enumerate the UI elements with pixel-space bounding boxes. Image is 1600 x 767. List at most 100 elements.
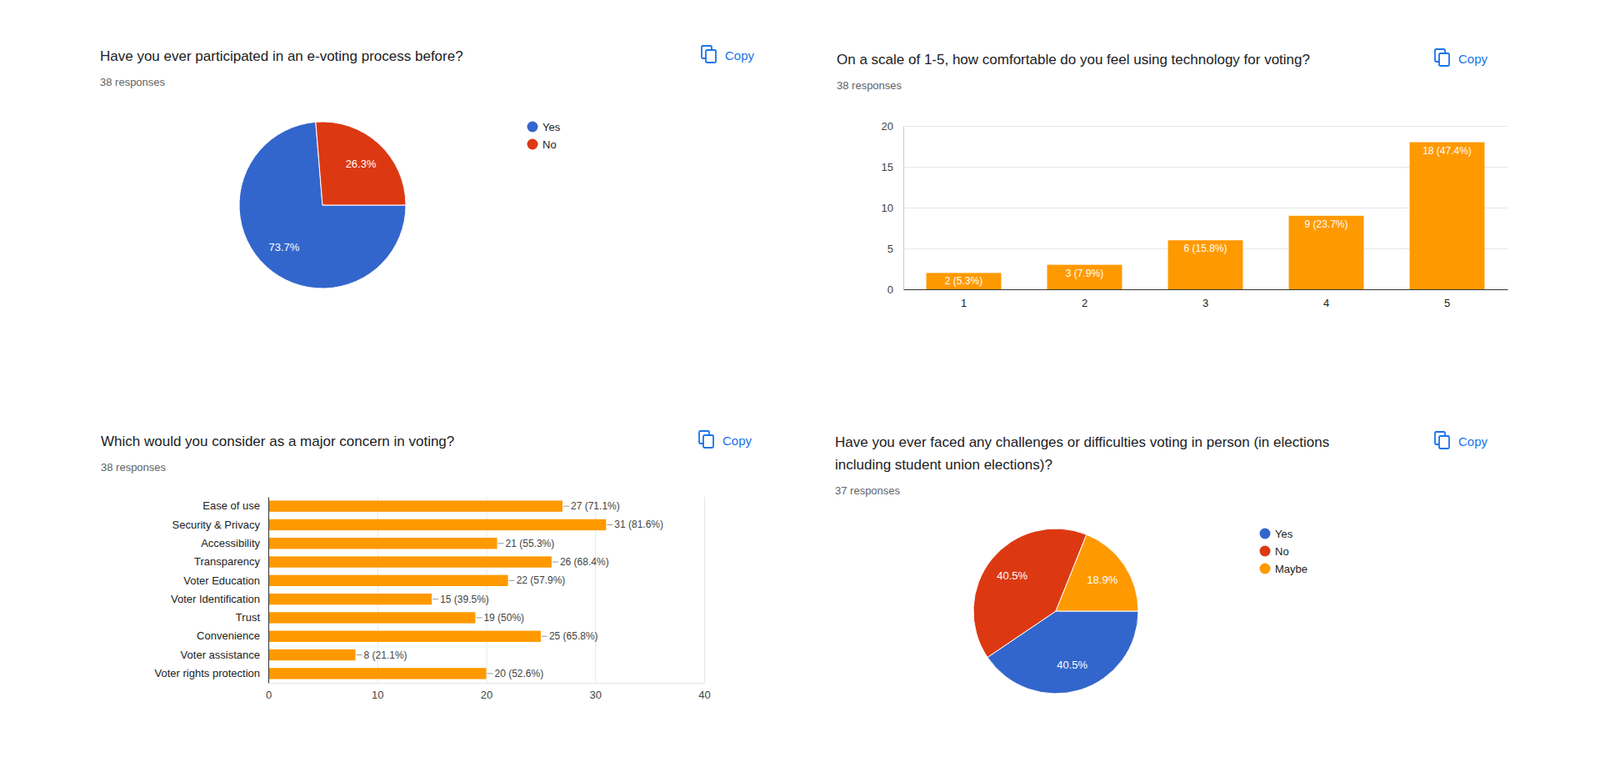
bar: [268, 500, 563, 511]
tick: Voter Education: [183, 574, 260, 587]
legend-label: No: [542, 138, 557, 151]
tick-label: 30: [590, 688, 602, 701]
copy-button[interactable]: Copy: [699, 430, 753, 448]
legend-label: Yes: [542, 120, 561, 134]
leader-line: [606, 524, 613, 525]
title-line: including student union elections)?: [835, 456, 1053, 473]
pie: [973, 528, 1139, 694]
data-label: 3 (7.9%): [1065, 267, 1104, 280]
legend-label: No: [1275, 545, 1290, 558]
bar: [268, 611, 475, 623]
chart-subtitle: 37 responses: [835, 484, 901, 497]
tick: Security & Privacy: [172, 518, 261, 531]
data-label: 31 (81.6%): [614, 518, 664, 530]
axis-line: [268, 497, 270, 684]
copy-label[interactable]: Copy: [722, 433, 753, 448]
tick-label: Accessibility: [200, 536, 260, 550]
copy-icon-front: [705, 50, 716, 63]
data-label: 6 (15.8%): [1183, 242, 1227, 255]
tick-label: 10: [371, 688, 384, 701]
data-label: 22 (57.9%): [516, 574, 566, 586]
leader-line: [498, 542, 505, 544]
bar: [268, 630, 541, 642]
tick-label: 10: [881, 201, 894, 215]
data-label: 25 (65.8%): [549, 630, 599, 642]
tick-label: 0: [887, 283, 894, 296]
data-label: 18.9%: [1086, 573, 1118, 586]
grid-line: [903, 289, 1508, 290]
legend-swatch: [1260, 563, 1271, 575]
bar: [268, 537, 498, 549]
leader-line: [552, 561, 559, 563]
tick: 3: [1202, 296, 1209, 310]
bar: [1289, 215, 1365, 290]
legend-label: Maybe: [1275, 562, 1308, 575]
tick-label: 20: [480, 688, 493, 701]
legend-swatch: [527, 139, 539, 150]
data-label: 73.7%: [268, 240, 300, 254]
bar: [268, 593, 432, 605]
copy-button[interactable]: Copy: [1435, 431, 1489, 449]
category-axis: Ease of useSecurity & PrivacyAccessibili…: [155, 497, 270, 684]
tick: Trust: [235, 610, 261, 624]
tick: 5: [1444, 296, 1450, 310]
leader-line: [487, 672, 494, 674]
tick-label: 4: [1323, 296, 1330, 310]
copy-button[interactable]: Copy: [1435, 49, 1489, 66]
bars: [268, 500, 606, 679]
tick: Voter Identification: [170, 592, 260, 605]
tick: Convenience: [196, 629, 260, 642]
leader-line: [356, 654, 363, 655]
title-line: Have you ever participated in an e-votin…: [100, 48, 464, 65]
bar: [1410, 142, 1485, 290]
canvas: Have you ever participated in an e-votin…: [0, 0, 1600, 767]
leader-line: [509, 580, 515, 581]
bar: [268, 667, 487, 679]
data-label: 27 (71.1%): [570, 500, 620, 512]
legend: Yes No Maybe: [1260, 527, 1309, 575]
data-label: 18 (47.4%): [1422, 145, 1472, 157]
grid-line: [903, 125, 1508, 127]
copy-label[interactable]: Copy: [1458, 51, 1489, 66]
title-line: Which would you consider as a major conc…: [100, 433, 455, 450]
legend-swatch: [1260, 528, 1271, 540]
copy-label[interactable]: Copy: [725, 48, 755, 63]
tick: 2: [1081, 296, 1088, 310]
data-label: 19 (50%): [483, 611, 525, 624]
bars: [926, 142, 1485, 290]
data-label: 20 (52.6%): [495, 667, 545, 680]
legend-label: Yes: [1275, 527, 1294, 540]
title-line: Have you ever faced any challenges or di…: [835, 434, 1330, 450]
bar: [1168, 240, 1244, 290]
tick-label: Security & Privacy: [172, 518, 261, 531]
leader-line: [541, 635, 548, 637]
pie: [239, 121, 406, 289]
tick-label: 0: [265, 688, 272, 701]
pie-slice: [1055, 534, 1139, 611]
grid-line: [704, 496, 705, 683]
tick-label: Transparency: [194, 555, 260, 568]
tick: Voter rights protection: [155, 666, 260, 680]
copy-icon-front: [1439, 53, 1450, 66]
bar: [926, 272, 1002, 290]
tick-label: 15: [881, 160, 894, 174]
data-labels: 2 (5.3%)3 (7.9%)6 (15.8%)9 (23.7%)18 (47…: [945, 145, 1472, 288]
copy-button[interactable]: Copy: [701, 45, 755, 63]
data-label: 15 (39.5%): [440, 593, 490, 605]
bar: [268, 555, 552, 567]
bar: [268, 575, 509, 586]
tick-label: Voter Education: [183, 574, 260, 587]
tick-label: 40: [698, 688, 710, 701]
tick-label: 2: [1081, 296, 1088, 310]
bar: [1047, 265, 1123, 290]
axis-line: [904, 289, 1509, 290]
data-label: 8 (21.1%): [364, 649, 408, 661]
copy-label[interactable]: Copy: [1458, 434, 1489, 449]
tick-label: 5: [1444, 296, 1450, 310]
legend-swatch: [1260, 545, 1271, 557]
leader-line: [432, 598, 439, 600]
legend-swatch: [527, 121, 539, 133]
data-label: 26.3%: [345, 156, 377, 170]
tick: Voter assistance: [180, 648, 260, 661]
bar: [268, 649, 356, 660]
